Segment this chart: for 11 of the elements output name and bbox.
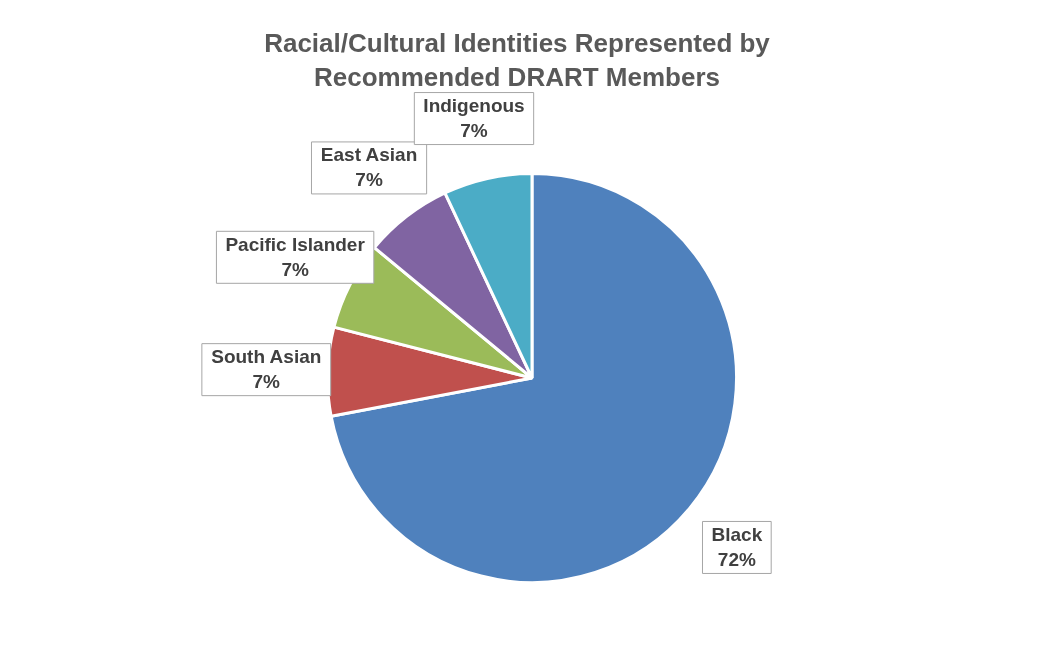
data-label: 7% <box>460 119 488 141</box>
data-label: 72% <box>717 548 756 570</box>
data-label: 7% <box>355 169 383 191</box>
slice-label: Pacific Islander <box>225 233 366 255</box>
data-label: 7% <box>252 370 281 392</box>
data-label: 7% <box>281 258 309 280</box>
slice-label: Indigenous <box>423 94 525 116</box>
slice-label: East Asian <box>320 144 418 166</box>
slice-label: South Asian <box>211 345 322 367</box>
slice-label: Black <box>711 523 763 545</box>
chart-title: Racial/Cultural Identities Represented by Recommended DRART Members <box>263 27 771 94</box>
